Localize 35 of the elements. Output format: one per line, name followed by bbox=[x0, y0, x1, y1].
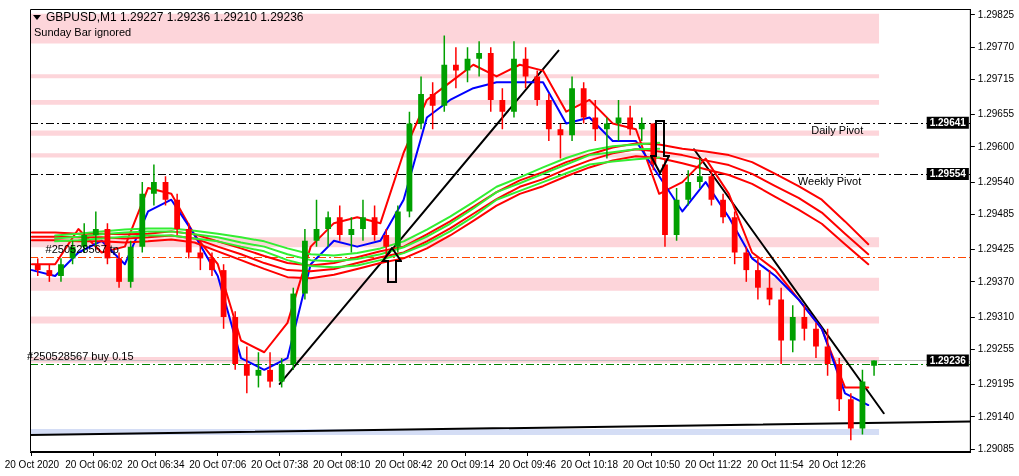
y-tick-label: 1.29485 bbox=[977, 208, 1015, 220]
x-tick-label: 20 Oct 11:22 bbox=[685, 458, 743, 470]
y-tick-label: 1.29425 bbox=[977, 243, 1015, 255]
ref-line-label: 1.29554 bbox=[929, 168, 967, 180]
annotation: Weekly Pivot bbox=[797, 175, 862, 188]
y-tick-label: 1.29195 bbox=[977, 378, 1015, 390]
text: Sunday Bar ignored bbox=[34, 26, 132, 39]
x-tick-label: 20 Oct 07:38 bbox=[251, 458, 309, 470]
y-tick-label: 1.29370 bbox=[977, 275, 1015, 287]
x-tick-label: 20 Oct 06:02 bbox=[65, 458, 123, 470]
y-tick-label: 1.29655 bbox=[977, 108, 1015, 120]
annotation: Daily Pivot bbox=[811, 124, 864, 137]
y-tick-label: 1.29255 bbox=[977, 343, 1015, 355]
y-tick-label: 1.29825 bbox=[977, 8, 1015, 20]
x-tick-label: 20 Oct 2020 bbox=[4, 458, 60, 470]
x-tick-label: 20 Oct 12:26 bbox=[808, 458, 867, 470]
y-tick-label: 1.29310 bbox=[977, 310, 1015, 322]
ref-line-label: 1.29236 bbox=[929, 354, 967, 366]
x-tick-label: 20 Oct 08:10 bbox=[313, 458, 371, 470]
y-tick-label: 1.29140 bbox=[977, 410, 1015, 422]
y-tick-label: 1.29085 bbox=[977, 442, 1015, 454]
chart-title: GBPUSD,M1 1.29227 1.29236 1.29210 1.29236 bbox=[46, 10, 304, 25]
x-tick-label: 20 Oct 08:42 bbox=[375, 458, 433, 470]
y-tick-label: 1.29540 bbox=[977, 175, 1015, 187]
ref-line-label: 1.29641 bbox=[929, 117, 967, 129]
x-tick-label: 20 Oct 06:34 bbox=[127, 458, 185, 470]
x-tick-label: 20 Oct 07:06 bbox=[189, 458, 247, 470]
x-tick-label: 20 Oct 11:54 bbox=[747, 458, 805, 470]
y-tick-label: 1.29770 bbox=[977, 40, 1015, 52]
y-tick-label: 1.29600 bbox=[977, 140, 1015, 152]
x-tick-label: 20 Oct 10:18 bbox=[560, 458, 619, 470]
x-tick-label: 20 Oct 09:46 bbox=[498, 458, 557, 470]
x-tick-label: 20 Oct 10:50 bbox=[622, 458, 681, 470]
y-tick-label: 1.29715 bbox=[977, 73, 1015, 85]
x-tick-label: 20 Oct 09:14 bbox=[436, 458, 495, 470]
